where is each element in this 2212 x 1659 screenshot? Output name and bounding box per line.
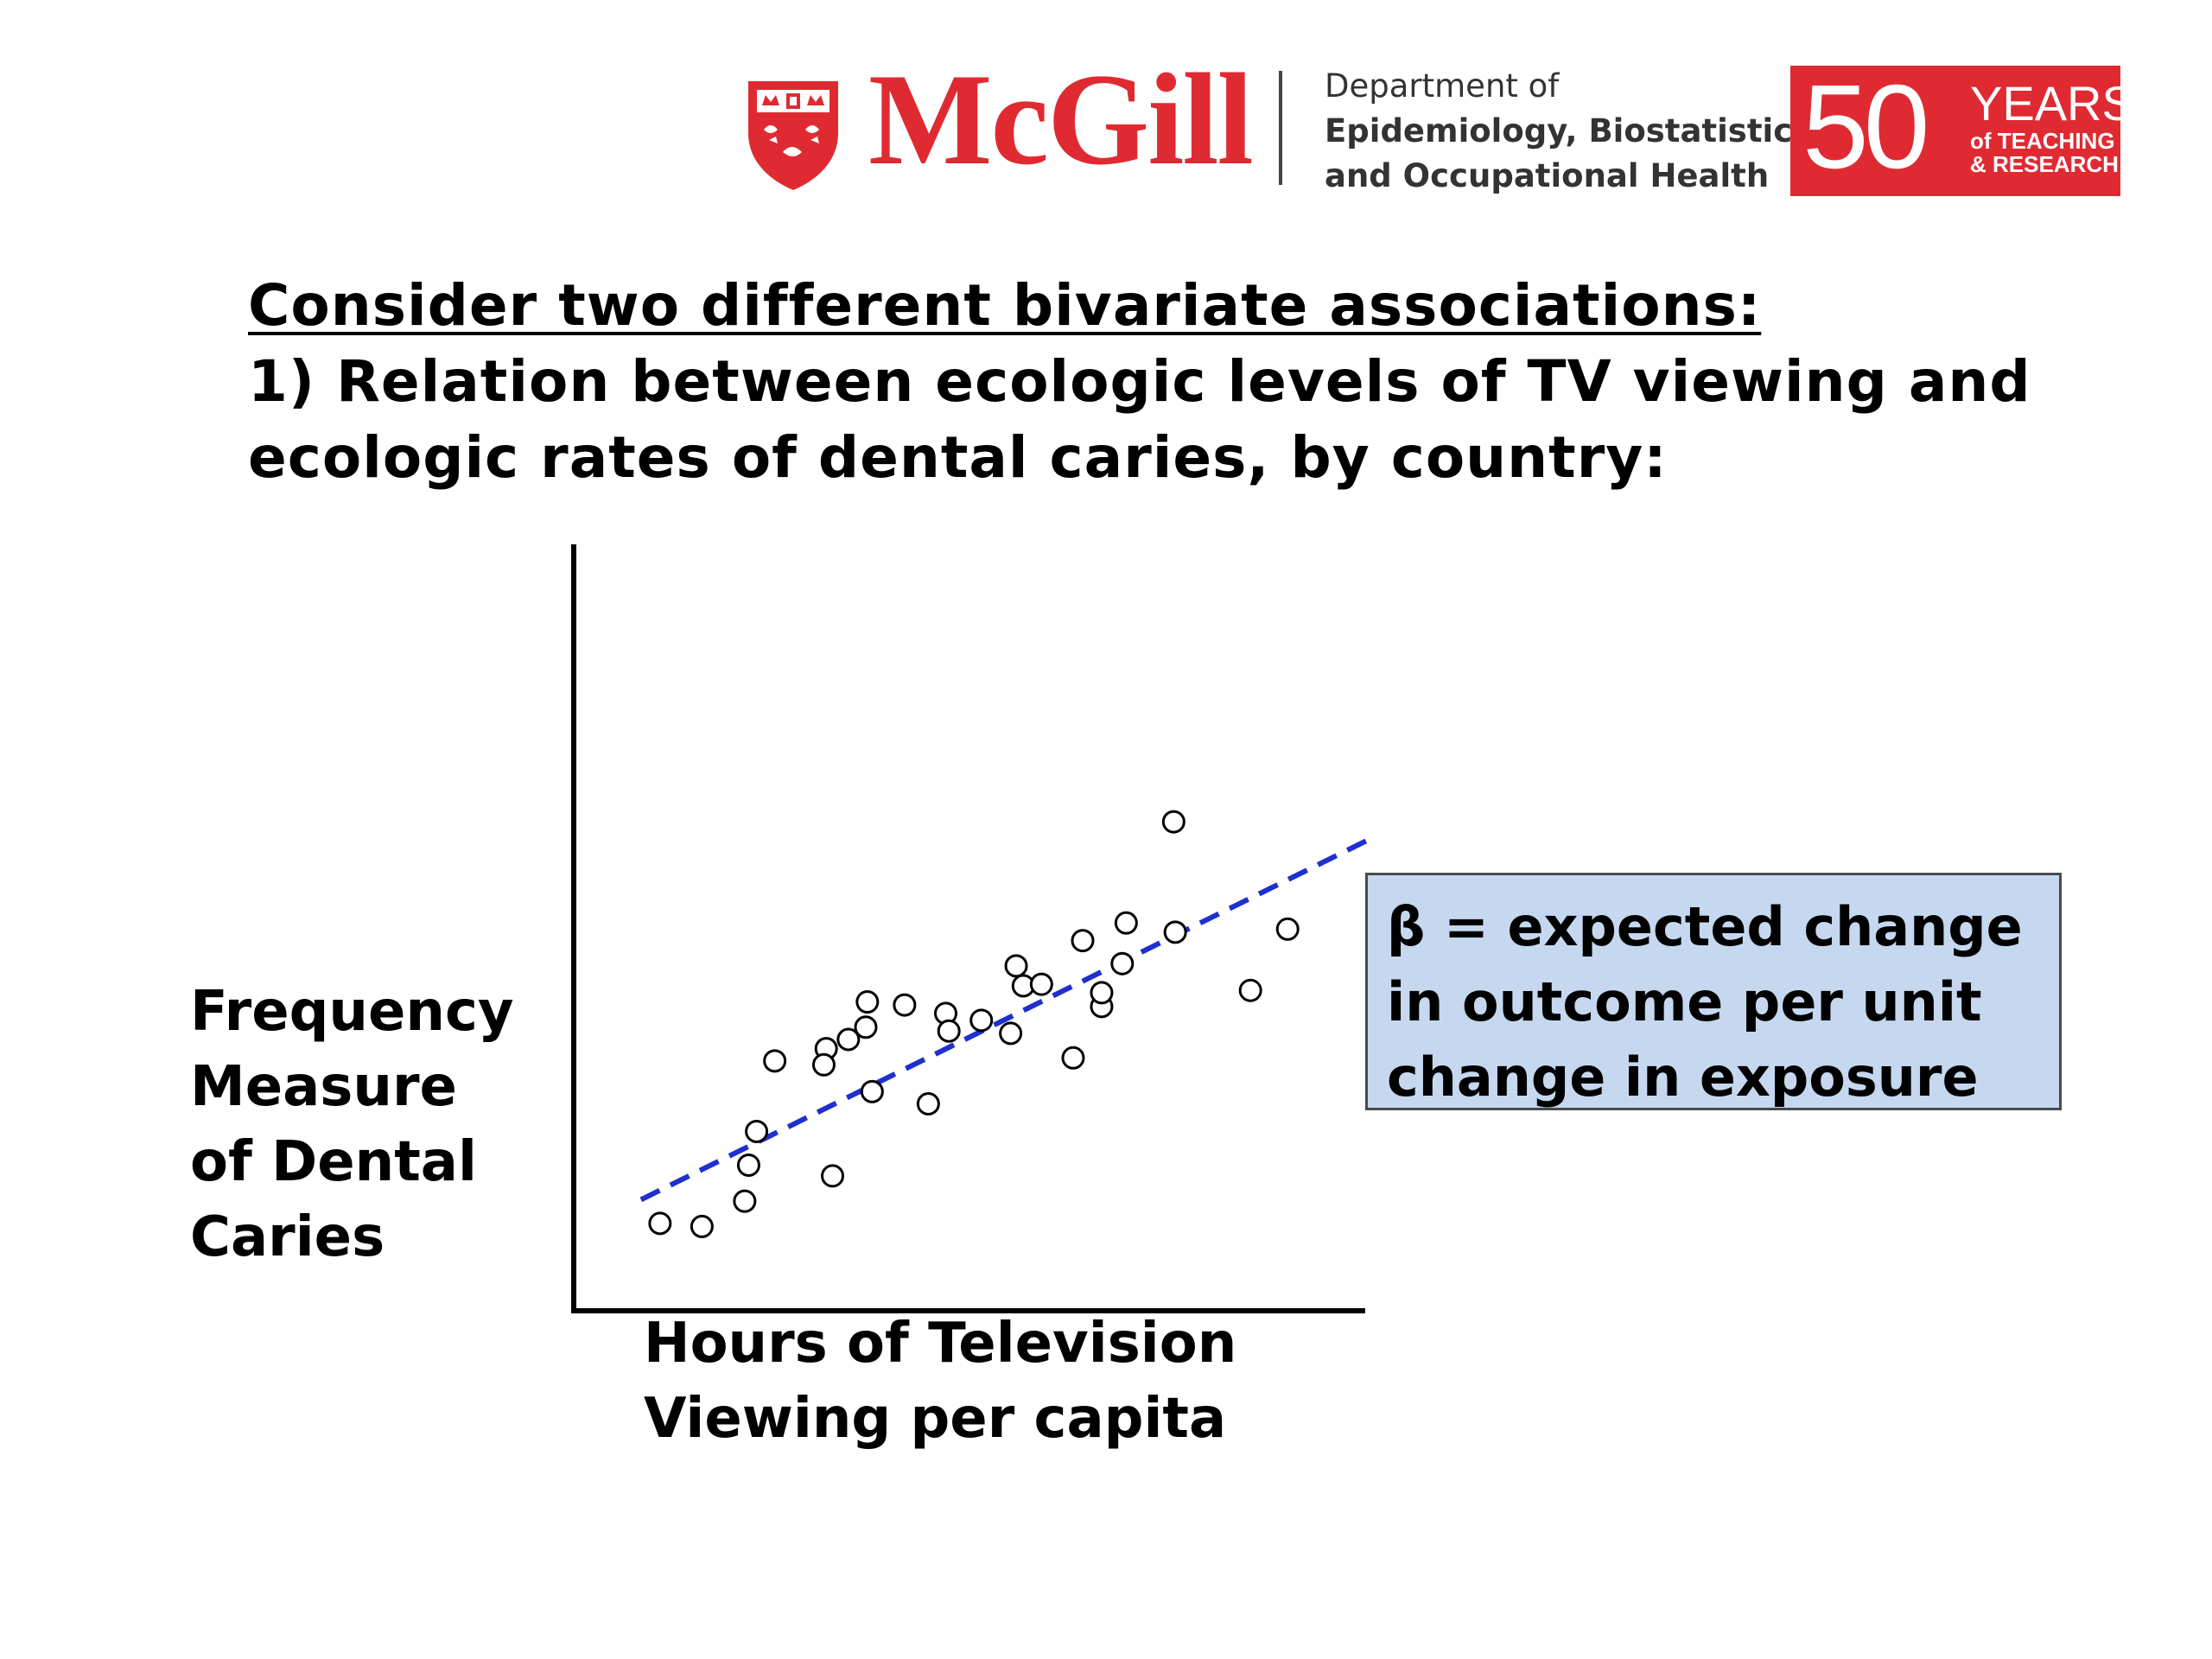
data-point [821, 1164, 845, 1188]
anniversary-years: YEARS [1970, 76, 2120, 130]
data-point [860, 1079, 884, 1103]
data-point [648, 1211, 672, 1236]
data-point [1090, 981, 1114, 1005]
data-point [1029, 972, 1053, 996]
data-point [836, 1027, 861, 1052]
data-point [1071, 929, 1095, 953]
intro-line-2: ecologic rates of dental caries, by coun… [248, 424, 1668, 491]
data-point [736, 1153, 760, 1177]
department-name: Department of Epidemiology, Biostatistic… [1325, 64, 1811, 199]
y-axis-label-line: Caries [190, 1205, 385, 1269]
x-axis-label-line: Hours of Television [644, 1312, 1237, 1376]
data-point [1110, 951, 1135, 976]
logo-divider [1279, 71, 1282, 185]
anniversary-teaching: of TEACHING [1970, 128, 2115, 154]
data-point [745, 1119, 769, 1143]
y-axis-label-line: Frequency [190, 980, 514, 1044]
anniversary-research: & RESEARCH [1970, 151, 2119, 177]
mcgill-crest-icon [748, 81, 838, 190]
beta-definition-box: β = expected change in outcome per unit … [1365, 873, 2062, 1110]
intro-text: Consider two different bivariate associa… [248, 268, 2031, 496]
data-point [690, 1214, 714, 1238]
y-axis-label-line: Measure [190, 1055, 457, 1119]
beta-definition-line: change in exposure [1387, 1046, 1979, 1109]
data-point [854, 1015, 878, 1039]
data-point [733, 1189, 757, 1213]
anniversary-badge: 50 YEARS of TEACHING & RESEARCH [1790, 66, 2120, 196]
header: McGill Department of Epidemiology, Biost… [0, 0, 2212, 225]
data-point [999, 1021, 1023, 1046]
data-point [1275, 917, 1300, 941]
anniversary-number: 50 [1802, 66, 1929, 194]
intro-line-1: 1) Relation between ecologic levels of T… [248, 348, 2031, 415]
data-point [1161, 810, 1185, 834]
data-point [855, 990, 880, 1014]
data-point [969, 1008, 994, 1033]
data-point [763, 1049, 787, 1073]
data-point [1061, 1046, 1085, 1070]
department-line-3: and Occupational Health [1325, 157, 1770, 194]
data-point [811, 1052, 836, 1077]
data-point [937, 1019, 961, 1043]
x-axis-label: Hours of Television Viewing per capita [644, 1306, 1236, 1457]
data-point [1114, 911, 1138, 935]
mcgill-wordmark: McGill [868, 47, 1254, 192]
department-line-2: Epidemiology, Biostatistics [1325, 112, 1812, 149]
beta-definition-line: β = expected change [1387, 895, 2023, 958]
data-point [1004, 954, 1028, 978]
y-axis-label-line: of Dental [190, 1130, 477, 1194]
data-point [1163, 920, 1187, 944]
data-point [916, 1092, 940, 1116]
y-axis-label: Frequency Measure of Dental Caries [190, 975, 514, 1275]
regression-trendline [639, 836, 1370, 1203]
department-line-1: Department of [1325, 67, 1560, 105]
data-point [893, 993, 917, 1017]
intro-heading: Consider two different bivariate associa… [248, 272, 1762, 339]
data-point [1238, 978, 1262, 1002]
x-axis-label-line: Viewing per capita [644, 1387, 1227, 1451]
beta-definition-line: in outcome per unit [1387, 970, 1982, 1033]
